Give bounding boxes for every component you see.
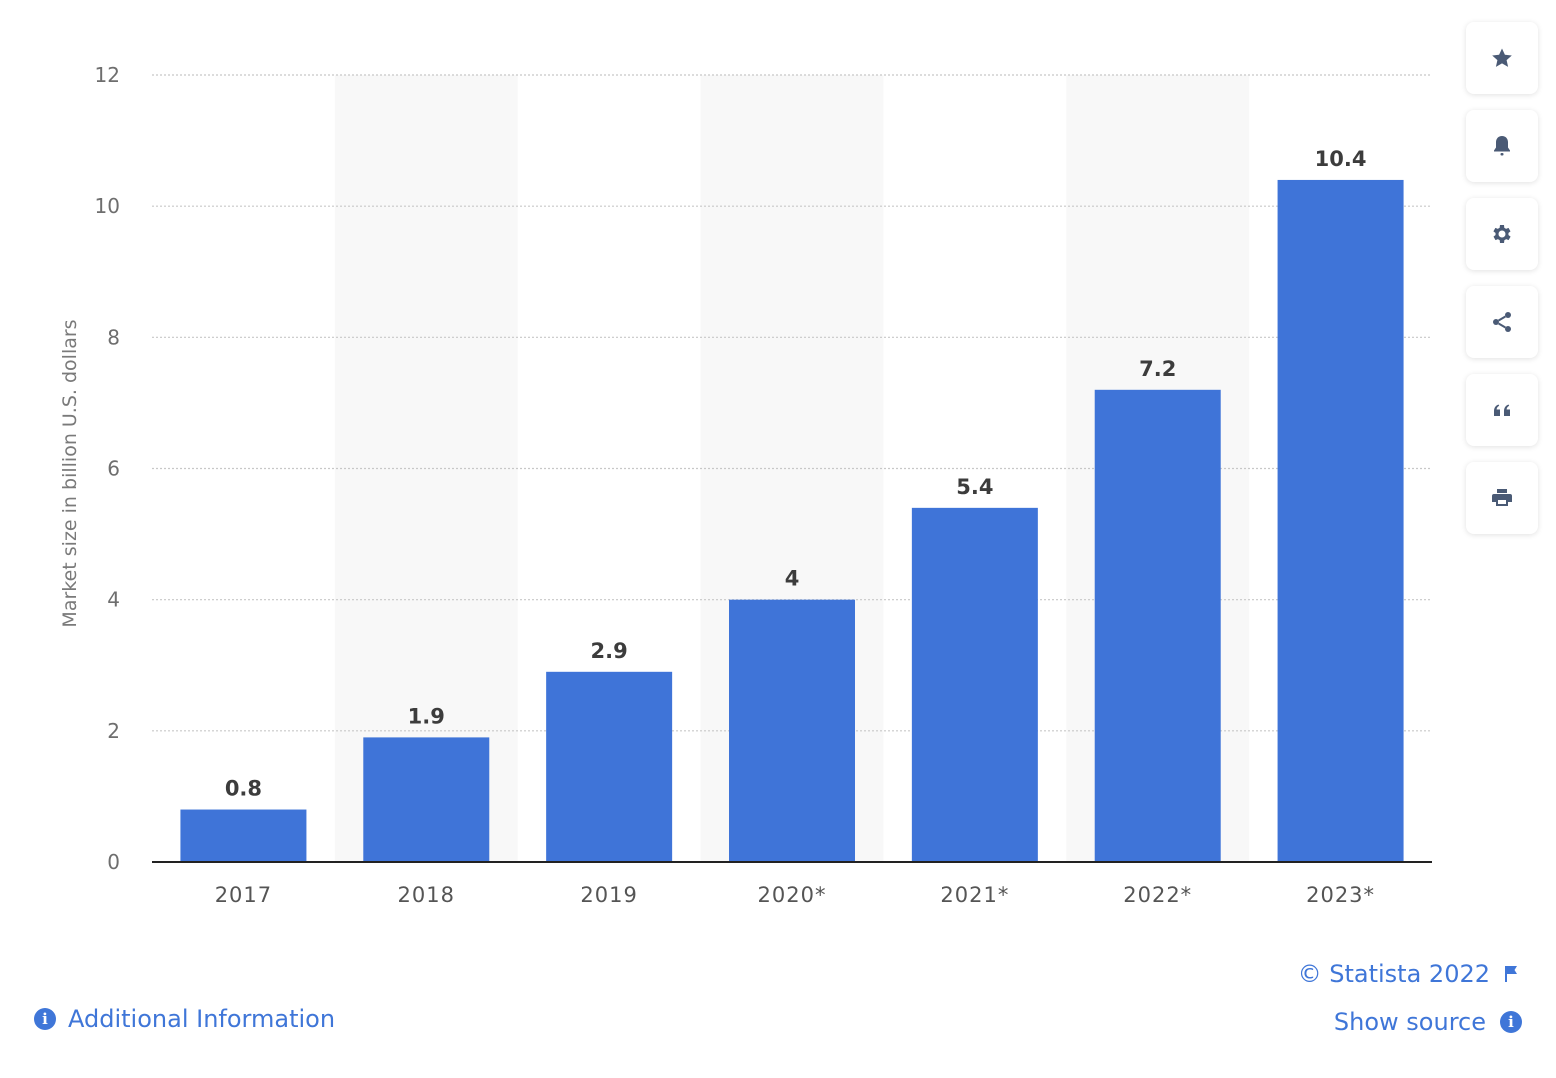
bar-value-label: 4	[785, 567, 800, 591]
bar-value-labels: 0.8 1.9 2.9 4 5.4 7.2 10.4	[225, 147, 1367, 801]
print-icon	[1492, 489, 1512, 506]
bar[interactable]	[180, 809, 307, 862]
x-tick-label: 2022*	[1123, 883, 1192, 907]
copyright-text: © Statista 2022	[1297, 960, 1490, 988]
bar-value-label: 2.9	[591, 639, 628, 663]
quote-icon	[1494, 404, 1510, 416]
bar[interactable]	[363, 737, 490, 862]
chart-bars	[180, 179, 1404, 862]
bar[interactable]	[729, 599, 855, 862]
star-icon	[1492, 48, 1512, 67]
bar-value-label: 7.2	[1139, 357, 1176, 381]
y-axis-label: Market size in billion U.S. dollars	[59, 319, 81, 627]
y-tick-label: 0	[107, 850, 120, 874]
additional-information-link[interactable]: i Additional Information	[34, 1005, 335, 1033]
notification-button[interactable]	[1466, 110, 1538, 182]
info-icon: i	[1500, 1011, 1522, 1033]
print-button[interactable]	[1466, 462, 1538, 534]
bar[interactable]	[546, 671, 673, 862]
chart-toolbar	[1466, 22, 1538, 550]
x-tick-label: 2018	[398, 883, 455, 907]
x-axis-ticks: 2017 2018 2019 2020* 2021* 2022* 2023*	[215, 883, 1375, 907]
copyright: © Statista 2022	[1298, 960, 1520, 988]
x-tick-label: 2023*	[1306, 883, 1375, 907]
bar[interactable]	[1277, 179, 1404, 862]
y-tick-label: 8	[107, 325, 120, 349]
bar-value-label: 10.4	[1315, 147, 1367, 171]
additional-information-label: Additional Information	[68, 1005, 336, 1033]
show-source-link[interactable]: Show source i	[1334, 1008, 1522, 1036]
y-tick-label: 2	[107, 719, 120, 743]
gear-icon	[1493, 225, 1511, 243]
bar-value-label: 0.8	[225, 777, 262, 801]
bar-value-label: 5.4	[956, 475, 993, 499]
y-tick-label: 4	[107, 588, 120, 612]
y-tick-label: 10	[95, 194, 120, 218]
x-tick-label: 2017	[215, 883, 272, 907]
y-tick-label: 12	[95, 63, 120, 87]
share-icon	[1493, 312, 1511, 332]
bell-icon	[1494, 136, 1510, 156]
show-source-label: Show source	[1333, 1008, 1486, 1036]
x-tick-label: 2020*	[758, 883, 827, 907]
y-axis-ticks: 0 2 4 6 8 10 12	[95, 63, 120, 874]
share-button[interactable]	[1466, 286, 1538, 358]
favorite-button[interactable]	[1466, 22, 1538, 94]
info-icon: i	[34, 1008, 56, 1030]
x-tick-label: 2019	[580, 883, 637, 907]
x-tick-label: 2021*	[940, 883, 1009, 907]
bar[interactable]	[911, 507, 1038, 862]
bar[interactable]	[1094, 389, 1221, 862]
bar-value-label: 1.9	[408, 704, 445, 728]
settings-button[interactable]	[1466, 198, 1538, 270]
flag-icon[interactable]	[1504, 965, 1520, 983]
y-tick-label: 6	[107, 457, 120, 481]
cite-button[interactable]	[1466, 374, 1538, 446]
